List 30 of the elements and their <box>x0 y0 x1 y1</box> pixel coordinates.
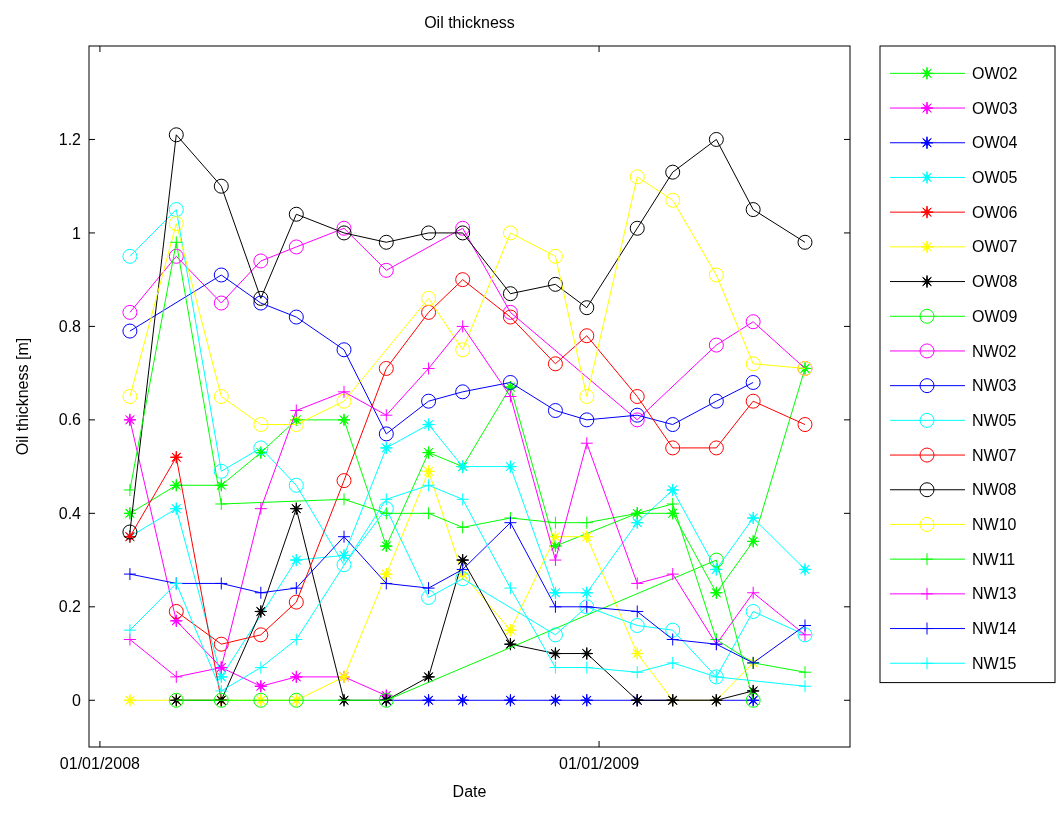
legend-label: OW04 <box>972 134 1018 152</box>
legend-label: NW14 <box>972 620 1017 638</box>
legend-label: OW06 <box>972 203 1018 221</box>
legend-label: OW05 <box>972 169 1018 187</box>
y-tick-label: 1 <box>72 224 82 242</box>
chart-title: Oil thickness <box>424 14 515 31</box>
x-tick-label: 01/01/2008 <box>59 755 141 772</box>
legend-label: NW15 <box>972 654 1017 672</box>
x-axis-title: Date <box>452 783 487 800</box>
legend-label: NW03 <box>972 377 1017 395</box>
legend-label: NW08 <box>972 481 1017 499</box>
legend-label: NW02 <box>972 342 1017 360</box>
x-tick-label: 01/01/2009 <box>559 755 640 772</box>
y-tick-label: 0.4 <box>58 504 82 522</box>
legend-label: NW07 <box>972 446 1017 464</box>
legend-label: NW05 <box>972 411 1017 429</box>
y-tick-label: 0.6 <box>58 411 82 429</box>
legend-label: NW10 <box>972 516 1017 534</box>
y-tick-label: 0.8 <box>58 318 82 335</box>
legend-label: NW11 <box>972 550 1016 568</box>
legend-label: OW02 <box>972 64 1018 82</box>
legend-label: OW08 <box>972 273 1018 291</box>
y-tick-label: 0.2 <box>58 598 82 616</box>
legend-label: OW07 <box>972 238 1018 256</box>
legend-label: NW13 <box>972 585 1017 603</box>
y-tick-label: 1.2 <box>58 131 82 149</box>
legend-label: OW09 <box>972 307 1018 325</box>
y-axis-title: Oil thickness [m] <box>14 337 31 456</box>
legend-label: OW03 <box>972 99 1018 117</box>
y-tick-label: 0 <box>72 691 82 709</box>
